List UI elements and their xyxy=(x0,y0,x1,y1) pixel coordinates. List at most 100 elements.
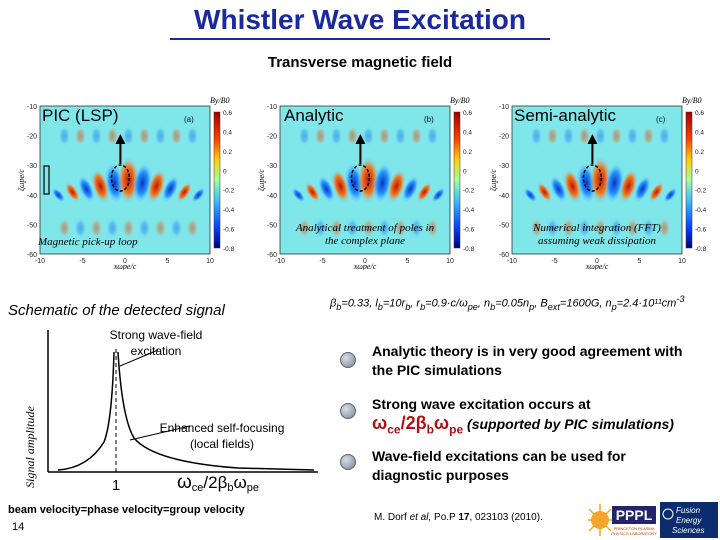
x-tick-label: -5 xyxy=(551,258,557,265)
resonance-formula: ωce/2βbωpe xyxy=(372,413,464,437)
pickup-loop xyxy=(43,165,50,195)
plot-frame xyxy=(279,105,451,255)
schematic-footer: beam velocity=phase velocity=group veloc… xyxy=(8,504,245,516)
wave-lobes xyxy=(51,126,206,238)
colorbar-tick-label: 0.4 xyxy=(695,129,704,136)
colorbar-tick-label: -0.2 xyxy=(223,188,235,195)
panel-title: PIC (LSP) xyxy=(42,106,119,125)
colorbar-tick-label: -0.6 xyxy=(463,227,475,234)
y-tick-label: -40 xyxy=(267,193,277,200)
x-tick-label: 0 xyxy=(363,258,367,265)
y-tick-label: -40 xyxy=(27,193,37,200)
colorbar xyxy=(213,111,221,249)
panel-note: Analytical treatment of poles in the com… xyxy=(295,222,435,247)
colorbar xyxy=(685,111,693,249)
panel-note: Numerical integration (FFT) assuming wea… xyxy=(533,222,661,247)
x-axis-label: xωpe/c xyxy=(113,262,137,270)
y-tick-label: -10 xyxy=(267,104,277,111)
panel-tag: (b) xyxy=(424,115,434,124)
field-map-1: -10-20-30-40-50-60-10 -5 0 5 10xωpe/cζωpe/c0… xyxy=(257,96,475,270)
slide-number: 14 xyxy=(12,521,25,533)
tick-resonance: ωce/2βbωpe xyxy=(177,472,259,494)
x-tick-label: -10 xyxy=(35,258,45,265)
colorbar-tick-label: -0.6 xyxy=(223,227,235,234)
x-tick-label: 0 xyxy=(595,258,599,265)
colorbar-tick-label: -0.6 xyxy=(695,227,707,234)
y-tick-label: -30 xyxy=(267,163,277,170)
y-tick-label: -30 xyxy=(499,163,509,170)
pppl-logo: PPPL PRINCETON PLASMA PHYSICS LABORATORY xyxy=(588,504,657,536)
x-tick-label: -5 xyxy=(319,258,325,265)
logos: PPPL PRINCETON PLASMA PHYSICS LABORATORY… xyxy=(588,502,718,538)
colorbar-label: By/B0 xyxy=(450,96,470,105)
schematic-title: Schematic of the detected signal xyxy=(8,302,225,319)
colorbar-tick-label: 0.2 xyxy=(223,149,232,156)
schematic-ylabel: Signal amplitude xyxy=(23,406,37,488)
y-tick-label: -10 xyxy=(27,104,37,111)
panel-note: Magnetic pick-up loop xyxy=(38,236,138,248)
y-tick-label: -20 xyxy=(499,134,509,141)
svg-text:PHYSICS LABORATORY: PHYSICS LABORATORY xyxy=(611,531,657,536)
x-tick-label: 5 xyxy=(166,258,170,265)
colorbar-tick-label: -0.2 xyxy=(695,188,707,195)
colorbar-tick-label: 0 xyxy=(223,168,227,175)
bullet-marker-1 xyxy=(340,352,356,368)
colorbar-label: By/B0 xyxy=(210,96,230,105)
x-tick-label: -5 xyxy=(79,258,85,265)
svg-text:PRINCETON PLASMA: PRINCETON PLASMA xyxy=(614,526,655,531)
colorbar-tick-label: 0.6 xyxy=(223,110,232,117)
bullet-marker-3 xyxy=(340,454,356,470)
bullet-text-2: Strong wave excitation occurs at ωce/2βb… xyxy=(372,396,674,437)
panel-tag: (c) xyxy=(656,115,666,124)
wave-lobes xyxy=(523,126,678,238)
y-tick-label: -30 xyxy=(27,163,37,170)
x-axis-label: xωpe/c xyxy=(353,262,377,270)
x-tick-label: 0 xyxy=(123,258,127,265)
label-focus-line2: (local fields) xyxy=(190,437,254,451)
y-axis-label: ζωpe/c xyxy=(489,169,498,191)
colorbar-tick-label: 0.6 xyxy=(695,110,704,117)
panel-pic: -10 -20 -30 -40 -50 -60 -10 -5 0 5 10 xωpe/c ζωpe/c 0… xyxy=(10,92,242,270)
x-tick-label: -10 xyxy=(507,258,517,265)
colorbar-tick-label: 0.2 xyxy=(695,149,704,156)
field-map-0: -10-20-30-40-50-60-10 -5 0 5 10xωpe/cζωpe/c0… xyxy=(17,96,235,270)
x-tick-label: 5 xyxy=(406,258,410,265)
panel-title: Semi-analytic xyxy=(514,106,617,125)
slide-title: Whistler Wave Excitation xyxy=(194,4,526,35)
y-axis-label: ζωpe/c xyxy=(257,169,266,191)
x-axis-label: xωpe/c xyxy=(585,262,609,270)
y-tick-label: -50 xyxy=(27,222,37,229)
strong-pointer xyxy=(119,349,159,367)
colorbar-tick-label: -0.4 xyxy=(223,207,235,214)
schematic-plot: Signal amplitude Strong wave-field excit… xyxy=(23,328,318,494)
tick-one: 1 xyxy=(112,477,120,494)
y-axis-label: ζωpe/c xyxy=(17,169,26,191)
colorbar-tick-label: 0 xyxy=(695,168,699,175)
y-tick-label: -40 xyxy=(499,193,509,200)
x-tick-label: 10 xyxy=(678,258,686,265)
panel-title: Analytic xyxy=(284,106,344,125)
colorbar-label: By/B0 xyxy=(682,96,702,105)
bullet-text-1: Analytic theory is in very good agreemen… xyxy=(372,343,683,378)
y-tick-label: -60 xyxy=(499,252,509,259)
panel-semi-analytic: -10 -20 -30 -40 -50 -60 -10 -5 0 5 10 xωpe/c ζωpe/c 0… xyxy=(482,92,714,270)
svg-text:Fusion: Fusion xyxy=(676,506,701,515)
label-focus-line1: Enhanced self-focusing xyxy=(160,421,285,435)
svg-text:Energy: Energy xyxy=(676,516,702,525)
panel-analytic: -10 -20 -30 -40 -50 -60 -10 -5 0 5 10 xωpe/c ζωpe/c 0… xyxy=(250,92,482,270)
x-tick-label: 5 xyxy=(638,258,642,265)
colorbar-tick-label: 0.2 xyxy=(463,149,472,156)
signal-curve xyxy=(57,351,315,471)
colorbar-tick-label: -0.8 xyxy=(223,246,235,253)
wave-lobes xyxy=(291,126,446,238)
colorbar-tick-label: 0 xyxy=(463,168,467,175)
plot-frame xyxy=(511,105,683,255)
colorbar-tick-label: -0.4 xyxy=(695,207,707,214)
bullet-marker-2 xyxy=(340,403,356,419)
parameter-line: βb=0.33, lb=10rb, rb=0.9·c/ωpe, nb=0.05n… xyxy=(330,294,685,312)
plot-frame xyxy=(39,105,211,255)
x-tick-label: -10 xyxy=(275,258,285,265)
colorbar-tick-label: 0.6 xyxy=(463,110,472,117)
y-tick-label: -20 xyxy=(267,134,277,141)
title-underline xyxy=(170,38,550,40)
